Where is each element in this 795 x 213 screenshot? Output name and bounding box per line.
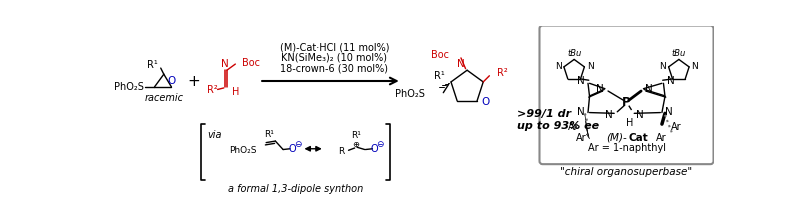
Text: R¹: R¹ [434,71,445,81]
Text: Cat: Cat [628,133,648,143]
Text: N: N [605,110,613,120]
Text: Boc: Boc [242,58,259,68]
Text: up to 93% ee: up to 93% ee [518,121,599,131]
Text: N: N [222,59,229,69]
Text: N: N [666,76,674,86]
Text: N: N [692,62,698,71]
Text: R¹: R¹ [264,130,274,139]
Text: Boc: Boc [431,50,448,60]
Text: KN(SiMe₃)₂ (10 mol%): KN(SiMe₃)₂ (10 mol%) [281,53,387,63]
Text: O: O [481,97,489,107]
Text: tBu: tBu [567,49,581,58]
Text: (M)-: (M)- [606,133,626,143]
Text: +: + [188,73,200,88]
Text: N: N [645,84,653,94]
Text: N: N [595,84,603,94]
Text: "chiral organosuperbase": "chiral organosuperbase" [560,167,692,177]
Text: Ar: Ar [656,133,666,143]
Text: >99/1 dr: >99/1 dr [518,109,572,119]
Text: H: H [626,118,634,128]
Text: ⊖: ⊖ [376,140,384,149]
Text: PhO₂S: PhO₂S [114,82,144,92]
Text: Ar: Ar [576,133,587,143]
Text: R¹: R¹ [351,131,361,140]
Text: O: O [167,76,176,86]
FancyBboxPatch shape [540,26,713,164]
Text: N: N [555,62,561,71]
Text: a formal 1,3-dipole synthon: a formal 1,3-dipole synthon [228,184,363,194]
Text: Ar: Ar [671,122,682,132]
Text: (M)-Cat·HCl (11 mol%): (M)-Cat·HCl (11 mol%) [280,42,389,52]
Text: racemic: racemic [145,93,184,103]
Text: R²: R² [207,85,218,95]
Text: H: H [231,87,239,97]
Text: N: N [457,59,465,69]
Text: N: N [665,107,673,117]
Text: O: O [371,144,378,154]
Text: ⊖: ⊖ [294,140,301,149]
Text: tBu: tBu [672,49,686,58]
Text: R¹: R¹ [147,60,157,70]
Text: via: via [207,130,222,140]
Text: N: N [636,110,643,120]
Text: N: N [577,76,585,86]
Text: 18-crown-6 (30 mol%): 18-crown-6 (30 mol%) [281,64,388,74]
Text: N: N [660,62,666,71]
Text: N: N [577,107,585,117]
Text: PhO₂S: PhO₂S [395,89,425,99]
Text: R²: R² [497,68,508,78]
Text: Ar = 1-naphthyl: Ar = 1-naphthyl [588,143,665,153]
Text: ⊕: ⊕ [352,140,359,149]
Text: R: R [338,147,344,155]
Text: Ar: Ar [568,122,579,132]
Text: PhO₂S: PhO₂S [230,146,257,155]
Text: N: N [587,62,593,71]
Text: O: O [289,144,296,154]
Text: P: P [622,96,630,109]
